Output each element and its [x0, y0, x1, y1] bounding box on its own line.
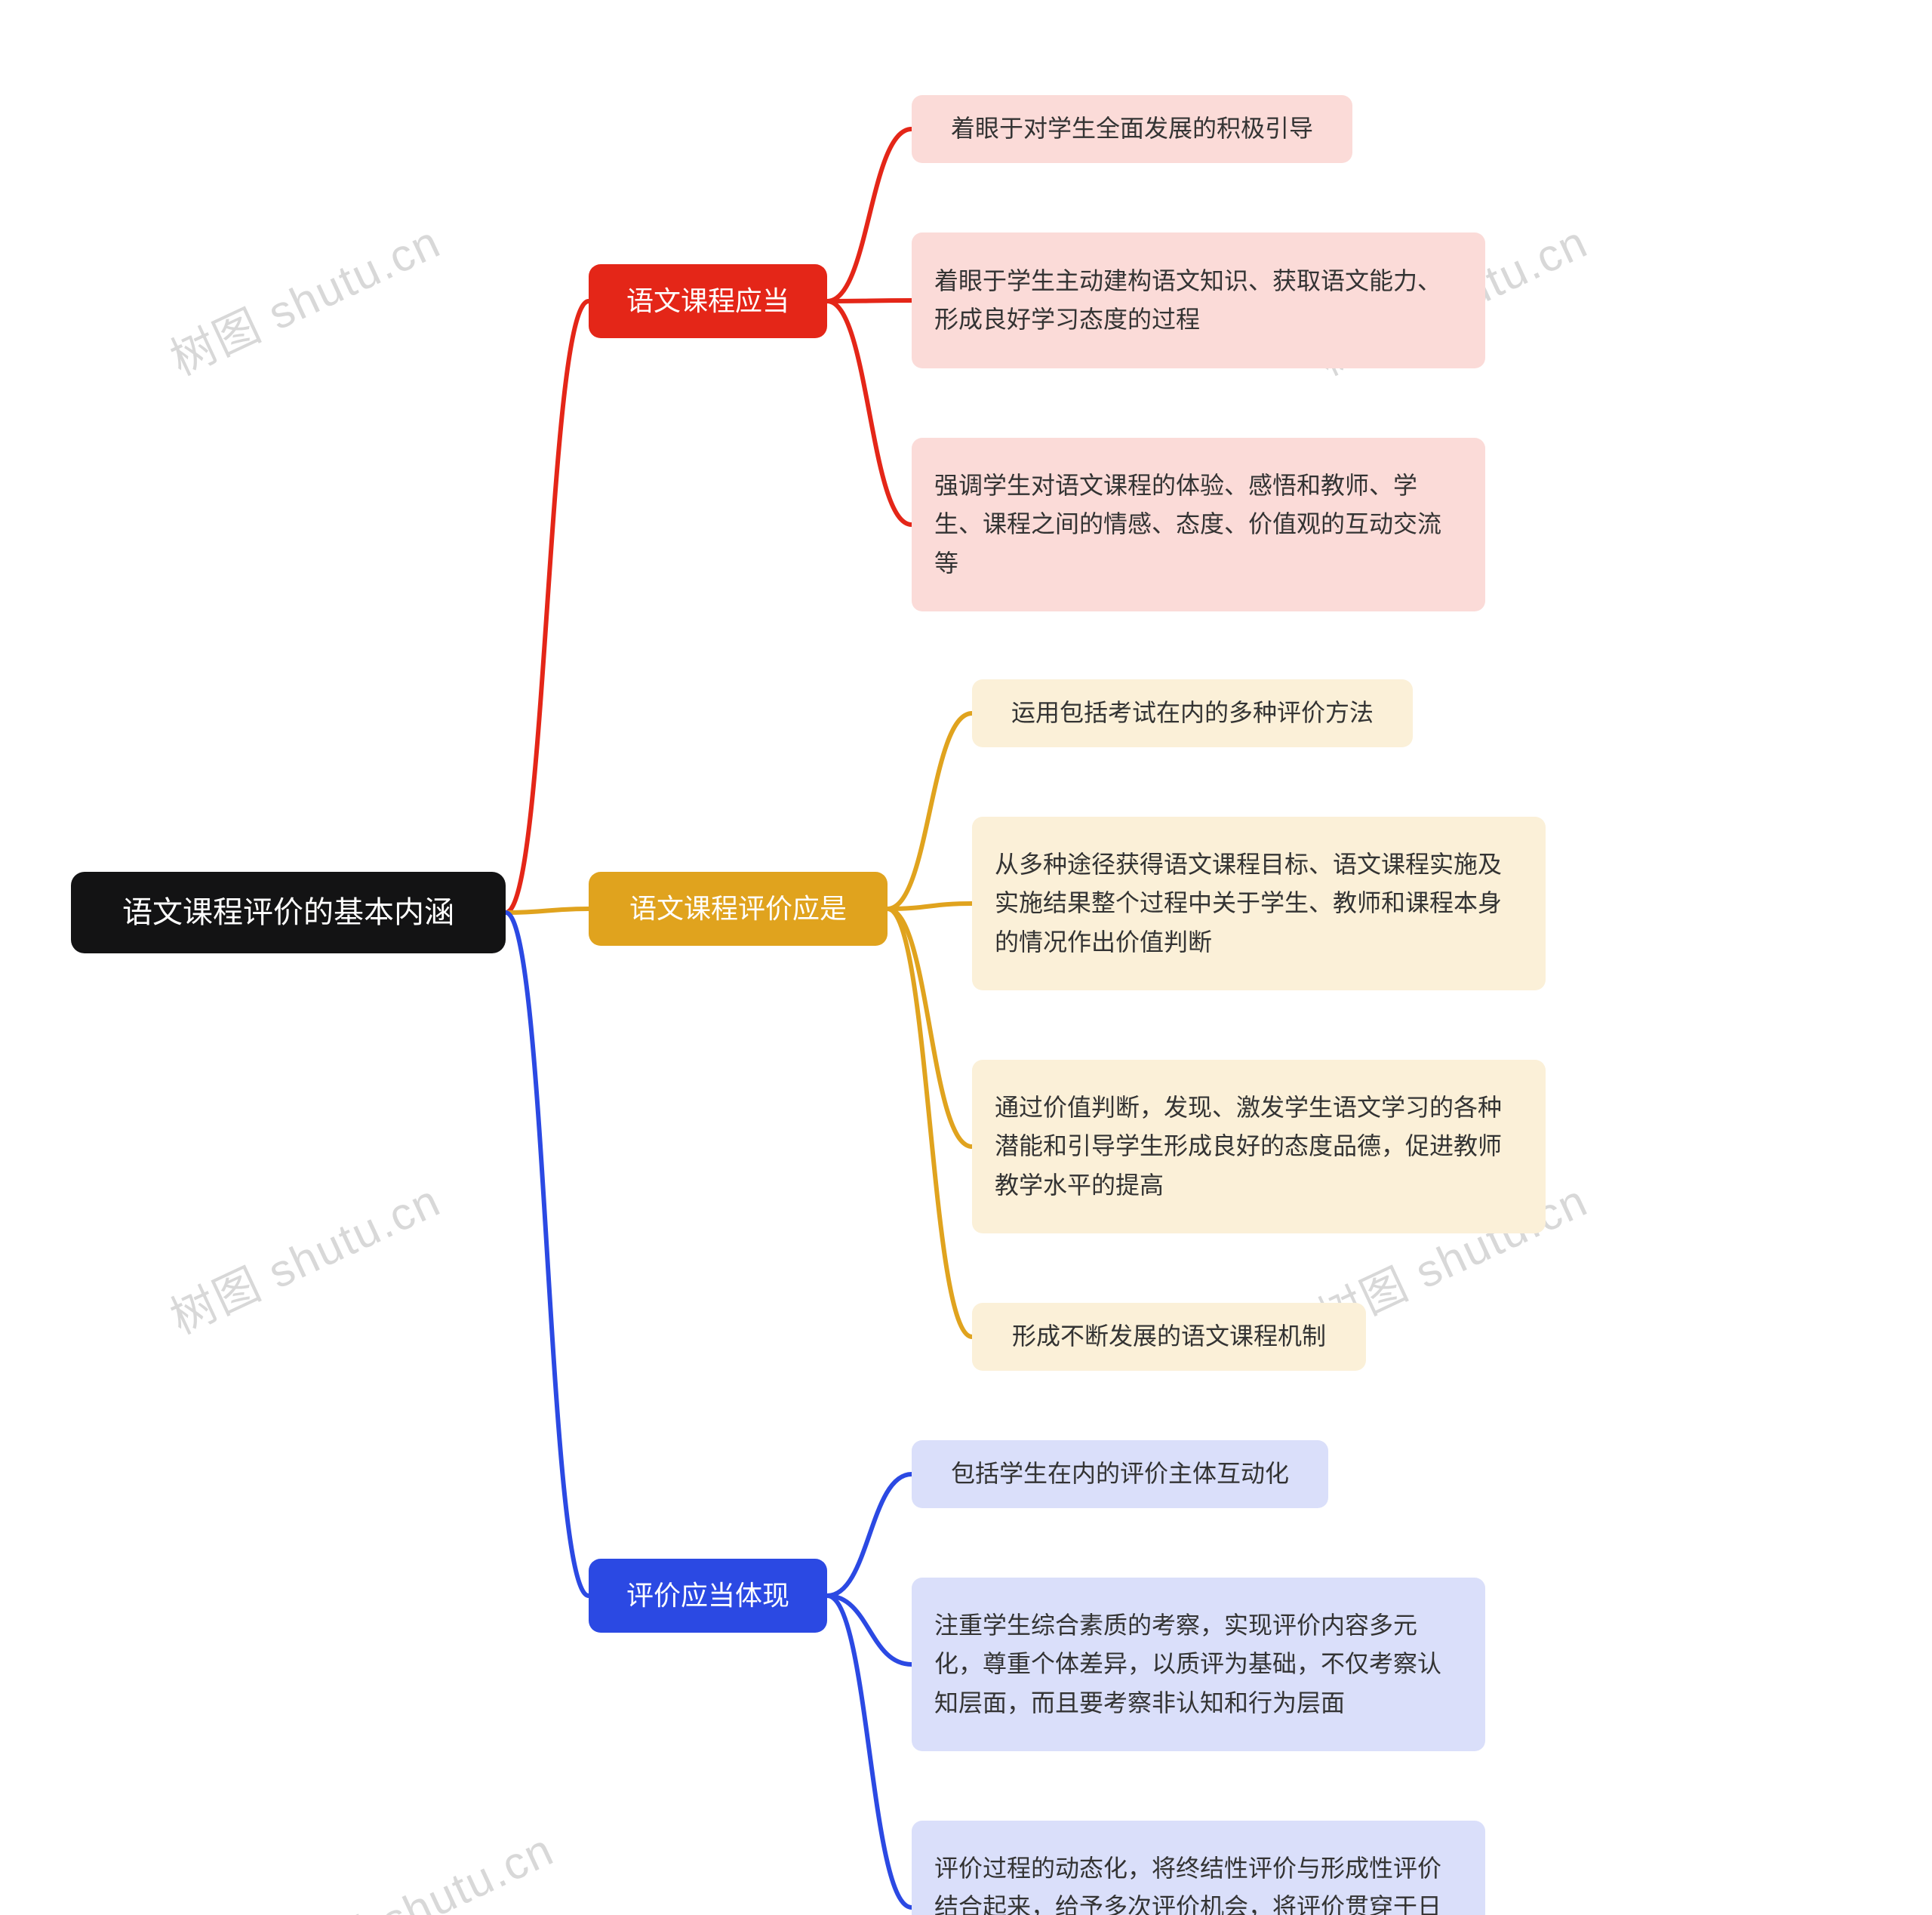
leaf-label: 注重学生综合素质的考察，实现评价内容多元化，尊重个体差异，以质评为基础，不仅考察…: [934, 1606, 1463, 1723]
root-node: 语文课程评价的基本内涵: [71, 872, 506, 953]
leaf-label: 从多种途径获得语文课程目标、语文课程实施及实施结果整个过程中关于学生、教师和课程…: [995, 845, 1523, 962]
leaf-label: 包括学生在内的评价主体互动化: [951, 1455, 1289, 1493]
leaf-node: 着眼于对学生全面发展的积极引导: [912, 95, 1352, 163]
leaf-node: 从多种途径获得语文课程目标、语文课程实施及实施结果整个过程中关于学生、教师和课程…: [972, 817, 1546, 990]
watermark: 树图 shutu.cn: [158, 1165, 450, 1347]
leaf-node: 通过价值判断，发现、激发学生语文学习的各种潜能和引导学生形成良好的态度品德，促进…: [972, 1060, 1546, 1233]
leaf-label: 强调学生对语文课程的体验、感悟和教师、学生、课程之间的情感、态度、价值观的互动交…: [934, 466, 1463, 583]
branch-node-b1: 语文课程应当: [589, 264, 827, 338]
leaf-node: 评价过程的动态化，将终结性评价与形成性评价结合起来，给予多次评价机会，将评价贯穿…: [912, 1821, 1485, 1915]
branch-node-b2: 语文课程评价应是: [589, 872, 888, 946]
branch-label: 语文课程评价应是: [629, 887, 847, 931]
leaf-node: 着眼于学生主动建构语文知识、获取语文能力、形成良好学习态度的过程: [912, 232, 1485, 368]
leaf-label: 着眼于学生主动建构语文知识、获取语文能力、形成良好学习态度的过程: [934, 262, 1463, 339]
leaf-label: 通过价值判断，发现、激发学生语文学习的各种潜能和引导学生形成良好的态度品德，促进…: [995, 1088, 1523, 1205]
branch-node-b3: 评价应当体现: [589, 1559, 827, 1633]
leaf-node: 包括学生在内的评价主体互动化: [912, 1440, 1328, 1508]
leaf-node: 注重学生综合素质的考察，实现评价内容多元化，尊重个体差异，以质评为基础，不仅考察…: [912, 1578, 1485, 1751]
leaf-node: 运用包括考试在内的多种评价方法: [972, 679, 1413, 747]
watermark: 树图 shutu.cn: [272, 1814, 563, 1915]
watermark: 树图 shutu.cn: [158, 206, 450, 389]
mindmap-canvas: 树图 shutu.cn树图 shutu.cn树图 shutu.cn树图 shut…: [0, 0, 1932, 1915]
leaf-node: 强调学生对语文课程的体验、感悟和教师、学生、课程之间的情感、态度、价值观的互动交…: [912, 438, 1485, 611]
leaf-node: 形成不断发展的语文课程机制: [972, 1303, 1366, 1371]
leaf-label: 形成不断发展的语文课程机制: [1012, 1317, 1326, 1356]
branch-label: 评价应当体现: [626, 1574, 789, 1618]
leaf-label: 评价过程的动态化，将终结性评价与形成性评价结合起来，给予多次评价机会，将评价贯穿…: [934, 1849, 1463, 1915]
leaf-label: 着眼于对学生全面发展的积极引导: [951, 109, 1313, 148]
branch-label: 语文课程应当: [626, 279, 789, 323]
leaf-label: 运用包括考试在内的多种评价方法: [1011, 694, 1374, 732]
